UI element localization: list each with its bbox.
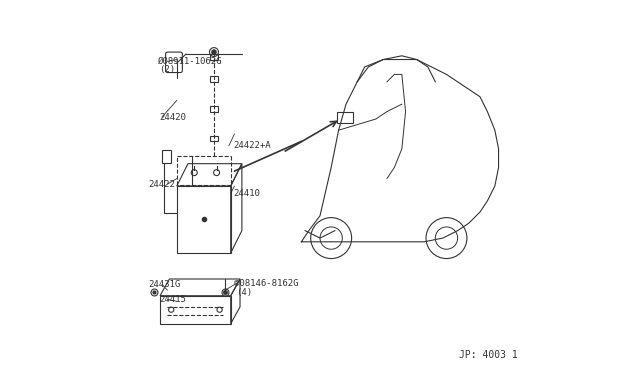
Text: 24420: 24420	[159, 113, 186, 122]
Text: Ø08911-1062G: Ø08911-1062G	[158, 57, 223, 66]
Text: JP: 4003 1: JP: 4003 1	[460, 350, 518, 360]
Bar	[211, 76, 218, 82]
Bar	[162, 150, 172, 163]
Text: 24431G: 24431G	[148, 280, 180, 289]
Bar	[337, 112, 353, 123]
Text: 24422: 24422	[148, 180, 175, 189]
Bar	[211, 106, 218, 112]
Bar	[211, 54, 218, 60]
Text: 24415: 24415	[159, 295, 186, 304]
Text: (4): (4)	[236, 288, 252, 296]
Bar	[211, 136, 218, 141]
Text: 24410: 24410	[234, 189, 260, 198]
Text: 24422+A: 24422+A	[234, 141, 271, 150]
Circle shape	[212, 50, 216, 54]
Text: (2): (2)	[159, 65, 175, 74]
Text: ®08146-8162G: ®08146-8162G	[234, 279, 298, 288]
